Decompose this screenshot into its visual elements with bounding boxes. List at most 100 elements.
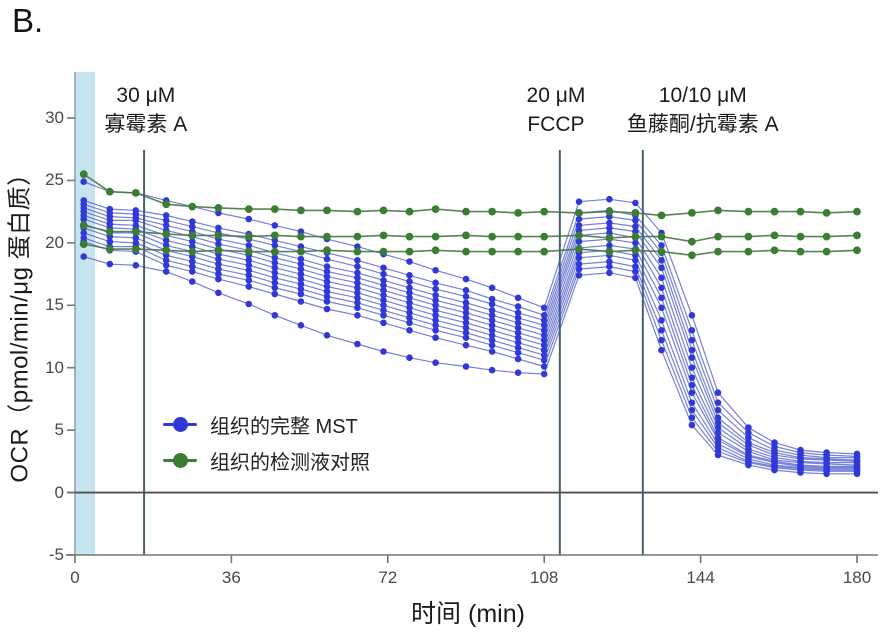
data-point-control-1: [575, 209, 583, 217]
data-point-control-3: [244, 247, 253, 256]
data-point-control-2: [605, 234, 614, 242]
data-point-control-3: [796, 247, 805, 256]
data-point-mst-4: [432, 292, 439, 299]
data-point-mst-11: [488, 341, 496, 349]
data-point-mst-8: [245, 262, 253, 269]
data-point-mst-1: [462, 275, 470, 283]
data-point-mst-10: [406, 314, 413, 322]
data-point-control-3: [431, 246, 440, 255]
data-point-mst-13: [745, 461, 752, 469]
data-point-mst-1: [271, 222, 279, 229]
data-point-mst-7: [297, 270, 305, 278]
data-point-mst-8: [297, 275, 305, 283]
data-point-mst-1: [745, 424, 752, 431]
data-point-control-3: [822, 247, 831, 256]
data-point-mst-4: [162, 222, 170, 229]
data-point-control-3: [514, 247, 522, 256]
series-line-mst-11: [83, 237, 857, 471]
data-point-mst-7: [432, 307, 439, 314]
data-point-mst-5: [658, 264, 665, 272]
data-point-mst-13: [380, 348, 387, 355]
data-point-mst-3: [432, 285, 439, 293]
data-point-mst-11: [271, 284, 279, 292]
data-point-control-3: [688, 251, 696, 260]
data-point-control-1: [270, 205, 279, 214]
data-point-mst-9: [406, 309, 413, 317]
data-point-control-3: [353, 247, 362, 256]
data-point-control-2: [105, 227, 114, 236]
series-line-mst-1: [83, 181, 858, 455]
data-point-control-1: [488, 207, 496, 216]
data-point-mst-11: [297, 290, 305, 298]
data-point-mst-7: [380, 292, 387, 299]
data-point-mst-10: [575, 254, 583, 262]
data-point-mst-10: [323, 293, 331, 300]
data-point-control-1: [323, 206, 331, 215]
data-point-mst-7: [514, 329, 522, 337]
data-point-control-1: [431, 205, 440, 214]
data-point-mst-4: [406, 284, 413, 292]
data-point-control-1: [405, 207, 414, 216]
data-point-mst-8: [606, 242, 613, 249]
series-line-control-1: [83, 173, 858, 217]
data-point-mst-6: [189, 238, 196, 245]
data-point-mst-5: [488, 312, 496, 319]
data-point-mst-2: [189, 218, 196, 225]
data-point-control-1: [714, 206, 722, 215]
data-point-mst-10: [354, 299, 361, 307]
data-point-mst-4: [245, 242, 253, 249]
data-point-control-3: [379, 247, 388, 256]
data-point-control-1: [353, 207, 362, 216]
data-point-control-1: [688, 209, 696, 217]
data-point-mst-1: [488, 284, 496, 292]
data-point-mst-13: [823, 470, 830, 478]
data-point-mst-11: [189, 263, 196, 270]
data-point-mst-3: [406, 278, 413, 285]
data-point-control-3: [462, 247, 470, 256]
data-point-control-1: [822, 209, 831, 217]
data-point-mst-11: [606, 258, 613, 265]
data-point-control-3: [631, 246, 640, 255]
data-point-control-3: [188, 247, 197, 256]
data-point-mst-2: [162, 212, 170, 219]
data-point-mst-13: [323, 332, 331, 339]
data-point-mst-12: [606, 263, 613, 270]
data-point-mst-8: [271, 269, 279, 277]
data-point-mst-5: [606, 224, 613, 232]
data-point-control-2: [514, 232, 522, 241]
data-point-control-2: [431, 232, 440, 241]
data-point-control-1: [297, 206, 305, 215]
data-point-control-2: [540, 232, 549, 241]
data-point-control-1: [631, 209, 640, 217]
data-point-control-1: [214, 204, 223, 212]
data-point-mst-4: [575, 222, 583, 229]
data-point-mst-12: [514, 355, 522, 363]
data-point-control-3: [744, 247, 753, 256]
data-point-mst-6: [323, 273, 331, 280]
data-point-mst-11: [406, 319, 413, 327]
data-point-control-1: [853, 207, 861, 216]
data-point-mst-9: [380, 302, 387, 309]
data-point-mst-4: [380, 277, 387, 284]
data-point-mst-13: [406, 354, 413, 362]
data-point-mst-13: [688, 421, 696, 429]
data-point-control-3: [575, 245, 583, 254]
data-point-mst-2: [462, 287, 470, 294]
data-point-mst-13: [297, 322, 305, 329]
data-point-control-3: [405, 247, 414, 256]
data-point-mst-12: [189, 268, 196, 275]
data-point-mst-1: [245, 215, 253, 223]
data-point-mst-2: [406, 272, 413, 279]
data-point-mst-2: [432, 279, 439, 287]
data-point-mst-9: [462, 324, 470, 332]
data-point-mst-13: [162, 268, 170, 275]
data-point-mst-5: [406, 289, 413, 297]
data-point-mst-10: [380, 307, 387, 314]
data-point-mst-13: [245, 300, 253, 308]
data-point-control-1: [462, 207, 470, 216]
data-point-mst-4: [297, 255, 305, 263]
data-point-control-1: [244, 205, 253, 214]
data-point-control-2: [657, 232, 666, 241]
data-point-control-3: [540, 247, 549, 256]
data-point-mst-3: [189, 223, 196, 230]
